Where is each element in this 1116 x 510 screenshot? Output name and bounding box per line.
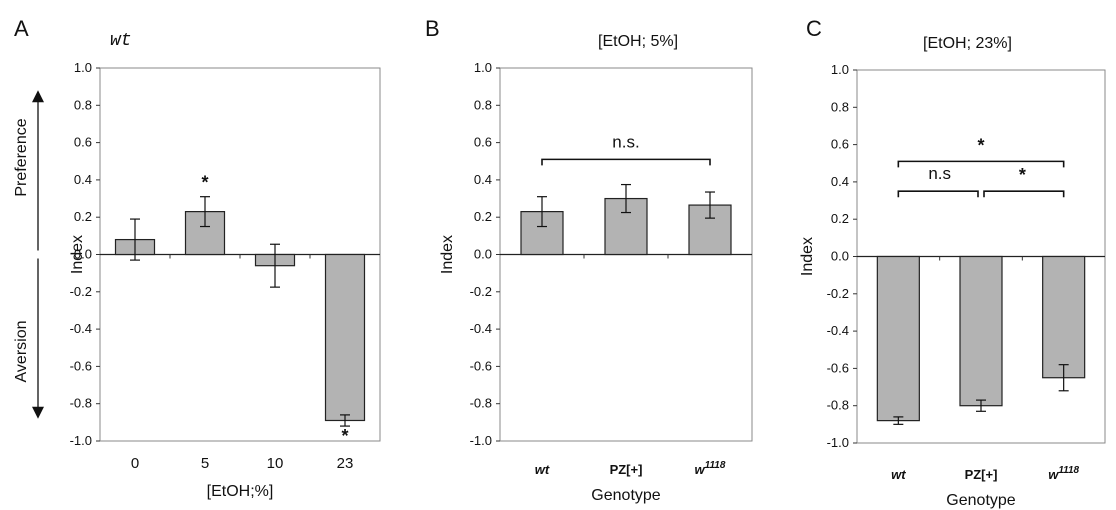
y-tick-label: -0.2 bbox=[470, 284, 492, 299]
y-tick-label: -1.0 bbox=[470, 433, 492, 448]
bar-0 bbox=[876, 255, 920, 422]
x-tick-label: wt bbox=[891, 467, 906, 482]
x-tick-label: w1118 bbox=[1048, 465, 1079, 482]
x-tick-label: 10 bbox=[267, 455, 284, 472]
y-tick-label: 0.4 bbox=[474, 172, 492, 187]
y-tick-label: -0.4 bbox=[470, 321, 492, 336]
preference-label: Preference bbox=[13, 118, 30, 196]
panel-letter: B bbox=[425, 16, 440, 41]
x-tick-label: 23 bbox=[337, 455, 354, 472]
preference-arrow-head bbox=[32, 90, 44, 103]
y-tick-label: 0.2 bbox=[474, 209, 492, 224]
y-tick-label: 0.0 bbox=[831, 249, 849, 264]
significance-marker: * bbox=[341, 426, 348, 446]
y-tick-label: -0.2 bbox=[827, 286, 849, 301]
y-tick-label: 0.8 bbox=[474, 97, 492, 112]
y-tick-label: -0.4 bbox=[70, 321, 92, 336]
significance-bracket bbox=[897, 190, 979, 198]
significance-marker: * bbox=[201, 173, 208, 193]
panel-letter: A bbox=[14, 16, 29, 41]
x-tick-label: 0 bbox=[131, 455, 139, 472]
y-tick-label: -0.2 bbox=[70, 284, 92, 299]
y-tick-label: 1.0 bbox=[474, 60, 492, 75]
y-tick-label: 0.8 bbox=[74, 97, 92, 112]
bar-1 bbox=[959, 255, 1003, 407]
y-tick-label: -0.4 bbox=[827, 323, 849, 338]
significance-bracket bbox=[541, 158, 711, 166]
panel-letter: C bbox=[806, 16, 822, 41]
x-axis-label: Genotype bbox=[946, 492, 1015, 509]
y-tick-label: 0.4 bbox=[74, 172, 92, 187]
y-tick-label: 1.0 bbox=[831, 62, 849, 77]
y-tick-label: -1.0 bbox=[70, 433, 92, 448]
panel-title: wt bbox=[110, 31, 132, 51]
chart-panel-c: C [EtOH; 23%] 1.0 0.8 0.6 0.4 0.2 0.0 -0.2 -0.4 -0… bbox=[799, 16, 1106, 509]
bar-3 bbox=[324, 253, 366, 422]
y-tick-label: 0.6 bbox=[74, 135, 92, 150]
aversion-label: Aversion bbox=[13, 320, 30, 382]
bar-2 bbox=[1042, 255, 1086, 379]
y-tick-label: -1.0 bbox=[827, 435, 849, 450]
aversion-arrow-head bbox=[32, 406, 44, 419]
y-tick-label: 0.0 bbox=[474, 247, 492, 262]
x-axis-label: Genotype bbox=[591, 487, 660, 504]
x-tick-label: wt bbox=[535, 462, 550, 477]
y-tick-label: 0.8 bbox=[831, 99, 849, 114]
chart-panel-b: B [EtOH; 5%] 1.0 0.8 0.6 0.4 0.2 0.0 -0.2 -0.4 -0.… bbox=[425, 16, 753, 504]
bracket-label: * bbox=[977, 135, 984, 155]
x-tick-label: PZ[+] bbox=[610, 462, 643, 477]
x-tick-label: 5 bbox=[201, 455, 209, 472]
x-tick-label: PZ[+] bbox=[965, 467, 998, 482]
y-tick-label: -0.6 bbox=[70, 358, 92, 373]
y-tick-label: -0.8 bbox=[470, 396, 492, 411]
y-axis-label: Index bbox=[69, 235, 86, 274]
panel-title: [EtOH; 5%] bbox=[598, 33, 678, 50]
y-tick-label: -0.6 bbox=[827, 360, 849, 375]
x-axis-label: [EtOH;%] bbox=[207, 483, 274, 500]
bracket-label: * bbox=[1019, 165, 1026, 185]
significance-bracket bbox=[897, 160, 1065, 168]
y-tick-label: 0.2 bbox=[831, 211, 849, 226]
y-tick-label: 0.6 bbox=[831, 137, 849, 152]
y-tick-label: 0.0 bbox=[74, 247, 92, 262]
y-axis-label: Index bbox=[799, 237, 816, 276]
panel-title: [EtOH; 23%] bbox=[923, 35, 1012, 52]
y-tick-label: 0.2 bbox=[74, 209, 92, 224]
y-tick-label: 0.4 bbox=[831, 174, 849, 189]
y-tick-label: -0.8 bbox=[70, 396, 92, 411]
y-tick-label: -0.8 bbox=[827, 398, 849, 413]
x-tick-label: w1118 bbox=[695, 460, 726, 477]
y-tick-label: 1.0 bbox=[74, 60, 92, 75]
y-axis-label: Index bbox=[439, 235, 456, 274]
bracket-label: n.s. bbox=[612, 132, 639, 151]
bracket-label: n.s bbox=[928, 164, 951, 183]
y-tick-label: -0.6 bbox=[470, 358, 492, 373]
y-tick-label: 0.6 bbox=[474, 135, 492, 150]
significance-bracket bbox=[983, 190, 1065, 198]
